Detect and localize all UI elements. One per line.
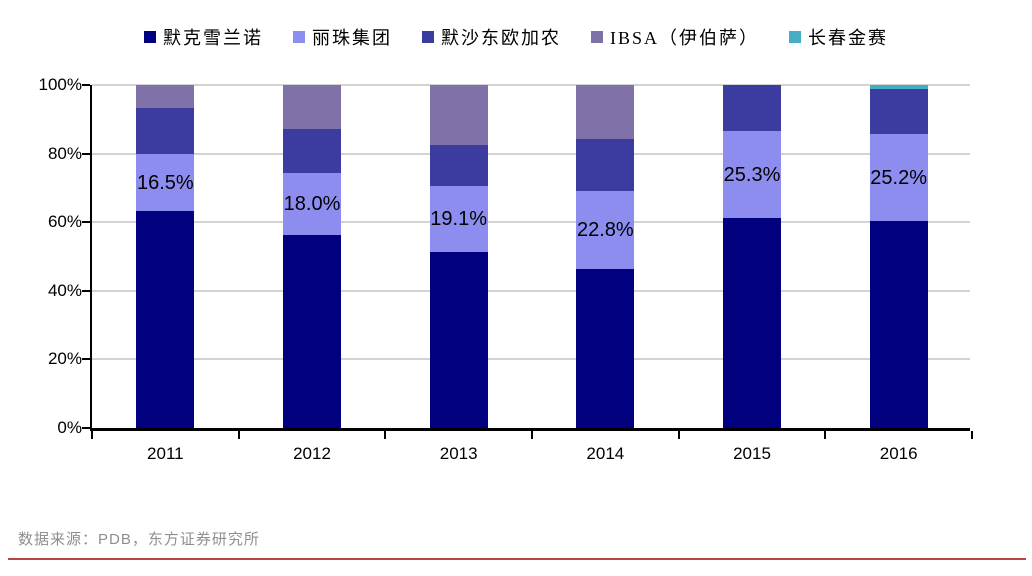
bar-segment (576, 85, 635, 139)
bar-2011 (136, 85, 195, 428)
gridline-80 (92, 152, 970, 155)
y-axis-tick (82, 289, 90, 292)
bar-segment (576, 268, 635, 428)
legend-swatch-icon (421, 31, 434, 43)
y-axis-label: 20% (47, 349, 82, 369)
data-label: 22.8% (576, 218, 634, 241)
y-axis-tick (82, 84, 90, 86)
legend-item-4: IBSA（伊伯萨） (590, 24, 759, 50)
bar-segment (723, 85, 781, 132)
bar-segment (136, 85, 195, 109)
y-axis-tick (82, 427, 90, 429)
y-axis-tick (82, 152, 90, 155)
chart-legend: 默克雪兰诺 丽珠集团 默沙东欧加农 IBSA（伊伯萨） 长春金赛 (0, 24, 1032, 50)
source-note: 数据来源：PDB，东方证券研究所 (18, 531, 260, 548)
x-axis-tick (677, 431, 680, 439)
y-axis-tick (82, 358, 90, 361)
bar-segment (283, 234, 341, 428)
x-axis-tick (824, 431, 827, 439)
bar-segment (869, 134, 928, 221)
data-label: 25.3% (723, 163, 781, 186)
x-axis-tick (531, 431, 533, 439)
y-axis-label: 0% (57, 418, 82, 437)
gridline-60 (92, 221, 970, 224)
bar-segment (576, 190, 635, 269)
legend-label: IBSA（伊伯萨） (609, 28, 759, 48)
bar-segment (429, 251, 488, 428)
x-axis-label: 2014 (586, 444, 625, 463)
bar-2013 (429, 85, 488, 428)
y-axis-label: 100% (38, 75, 82, 94)
bar-segment (869, 220, 928, 428)
gridline-100 (92, 84, 970, 86)
legend-swatch-icon (590, 31, 603, 43)
bar-segment (429, 144, 488, 187)
data-label: 16.5% (136, 171, 194, 194)
red-divider-line (8, 558, 1026, 560)
data-label: 19.1% (430, 207, 488, 230)
legend-item-5: 长春金赛 (789, 24, 888, 50)
x-axis-tick (384, 431, 387, 439)
bar-segment (283, 173, 341, 235)
plot-area: 0% 20% 40% 60% 80% 100% 2011 16.5% 2012 18.0% 2013… (39, 76, 973, 462)
y-axis-label: 60% (47, 212, 82, 232)
legend-swatch-icon (292, 31, 305, 43)
legend-label: 默克雪兰诺 (162, 28, 263, 48)
y-axis-tick (82, 221, 90, 224)
y-axis-label: 40% (47, 280, 82, 300)
x-axis-label: 2011 (147, 444, 184, 463)
x-axis-tick (237, 431, 240, 439)
data-label: 25.2% (870, 166, 928, 189)
bar-segment (136, 210, 195, 428)
legend-swatch-icon (143, 31, 156, 43)
bar-2015 (723, 85, 781, 428)
data-label: 18.0% (283, 193, 341, 216)
x-axis-label: 2013 (439, 444, 478, 463)
bar-segment (723, 218, 781, 428)
y-axis-label: 80% (47, 143, 82, 163)
bar-segment (283, 85, 341, 129)
bar-segment (576, 138, 635, 191)
legend-label: 丽珠集团 (311, 28, 392, 48)
bar-segment (429, 186, 488, 252)
x-axis-label: 2012 (293, 444, 331, 463)
legend-label: 长春金赛 (808, 28, 888, 48)
bar-segment (429, 85, 488, 145)
x-axis-tick (971, 431, 973, 439)
gridline-20 (92, 358, 970, 361)
bar-2012 (283, 85, 341, 428)
x-axis-label: 2016 (879, 444, 918, 463)
bar-segment (869, 89, 928, 135)
bar-segment (723, 131, 781, 219)
bar-segment (136, 154, 195, 211)
legend-item-3: 默沙东欧加农 (421, 24, 561, 50)
x-axis-label: 2015 (733, 444, 771, 463)
legend-label: 默沙东欧加农 (440, 28, 561, 48)
legend-item-1: 默克雪兰诺 (143, 24, 263, 50)
legend-item-2: 丽珠集团 (292, 24, 392, 50)
bar-2014 (576, 85, 635, 428)
bar-segment (283, 128, 341, 174)
legend-swatch-icon (789, 31, 801, 43)
gridline-40 (92, 289, 970, 292)
bar-2016 (869, 85, 928, 428)
x-axis-tick (91, 431, 93, 439)
bar-segment (869, 85, 928, 90)
bar-segment (136, 108, 195, 155)
